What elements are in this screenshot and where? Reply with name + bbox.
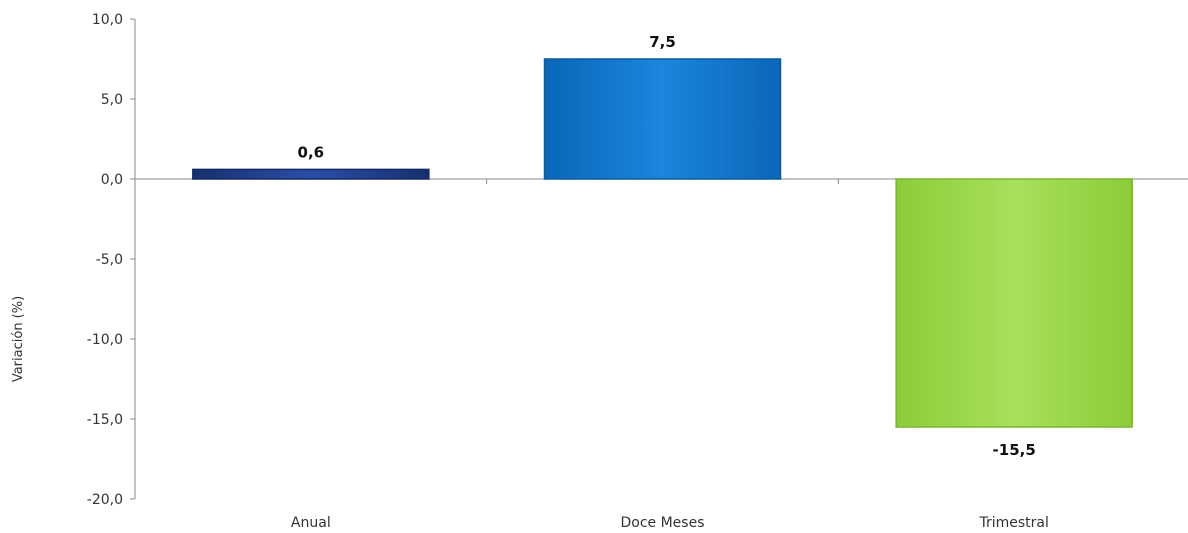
- x-category-label: Anual: [291, 515, 331, 531]
- y-tick-label: 10,0: [92, 12, 123, 28]
- x-category-label: Trimestral: [978, 515, 1048, 531]
- y-tick-label: -10,0: [87, 332, 123, 348]
- bar-anual: [192, 168, 430, 180]
- y-tick-label: -15,0: [87, 412, 123, 428]
- y-axis-title: Variación (%): [11, 296, 26, 382]
- bar-value-label: 0,6: [298, 143, 325, 161]
- y-tick-label: 0,0: [101, 172, 123, 188]
- y-tick-label: -20,0: [87, 492, 123, 508]
- bar-doce-meses: [543, 58, 782, 180]
- bar-trimestral: [895, 178, 1133, 428]
- x-category-label: Doce Meses: [621, 515, 705, 531]
- bar-value-label: 7,5: [649, 33, 676, 51]
- bar-value-label: -15,5: [993, 441, 1036, 459]
- y-tick-label: -5,0: [96, 252, 123, 268]
- y-tick-label: 5,0: [101, 92, 123, 108]
- bars: [192, 58, 1133, 428]
- data-labels: 0,6 7,5 -15,5: [298, 33, 1036, 459]
- y-axis: 10,0 5,0 0,0 -5,0 -10,0 -15,0 -20,0: [87, 12, 136, 508]
